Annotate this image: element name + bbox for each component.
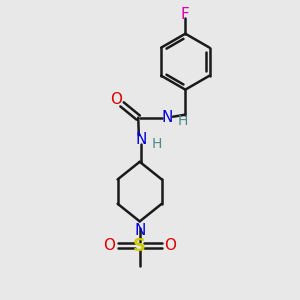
Text: F: F — [181, 7, 190, 22]
Text: H: H — [151, 137, 162, 151]
Text: N: N — [136, 132, 147, 147]
Text: O: O — [164, 238, 176, 253]
Text: O: O — [110, 92, 122, 107]
Text: N: N — [162, 110, 173, 125]
Text: H: H — [178, 114, 188, 128]
Text: O: O — [103, 238, 116, 253]
Text: S: S — [133, 236, 146, 254]
Text: N: N — [134, 223, 146, 238]
